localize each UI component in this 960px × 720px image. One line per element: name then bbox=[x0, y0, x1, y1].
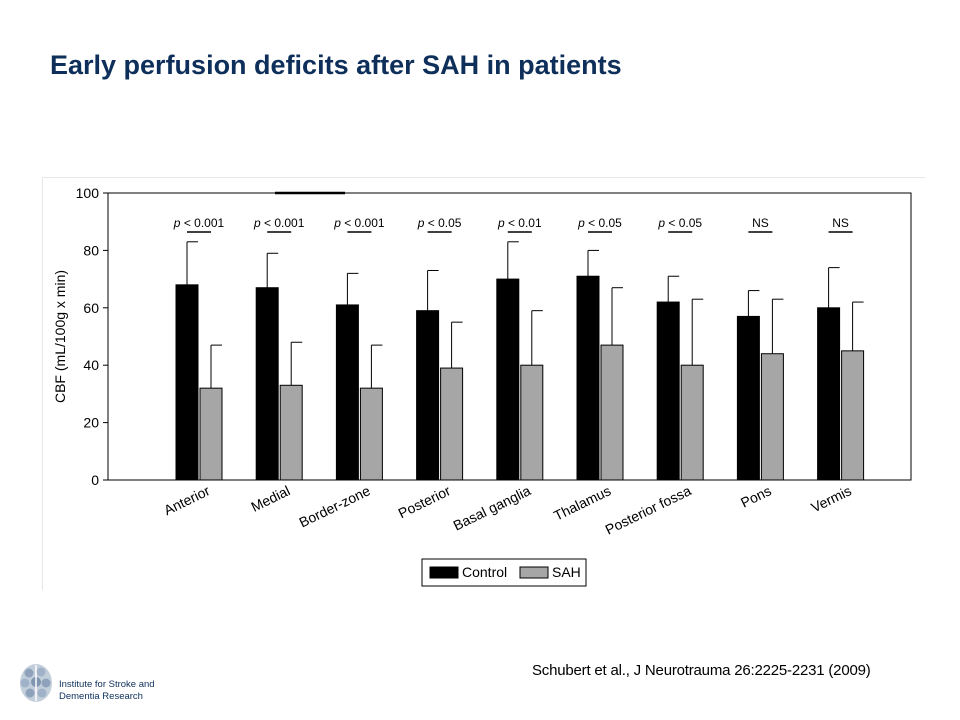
bar-sah bbox=[440, 367, 464, 481]
bar-sah bbox=[359, 387, 383, 481]
bar-control bbox=[255, 287, 279, 481]
bar-control bbox=[817, 307, 841, 481]
significance-label: p < 0.001 bbox=[173, 216, 225, 230]
legend-swatch-control bbox=[429, 566, 459, 579]
bar-control bbox=[496, 278, 520, 481]
y-axis-label: CBF (mL/100g x min) bbox=[52, 270, 68, 403]
bar-control bbox=[656, 301, 680, 481]
x-tick-label: Border-zone bbox=[296, 482, 372, 530]
logo-line-2: Dementia Research bbox=[59, 691, 143, 702]
significance-label: p < 0.001 bbox=[333, 216, 385, 230]
bar-sah bbox=[600, 344, 624, 481]
x-tick-label: Basal ganglia bbox=[451, 482, 534, 533]
y-tick-label: 60 bbox=[83, 300, 99, 316]
bar-sah bbox=[760, 353, 784, 481]
brain-icon bbox=[20, 664, 52, 702]
significance-label: NS bbox=[752, 216, 769, 230]
legend-label-control: Control bbox=[462, 564, 507, 580]
significance-label: p < 0.01 bbox=[497, 216, 542, 230]
chart-frame: 0 20 40 60 80 100 CBF (mL/100g x min) p < 0.001… bbox=[42, 177, 925, 590]
bar-control bbox=[576, 275, 600, 481]
bar-control bbox=[175, 284, 199, 481]
y-tick-label: 80 bbox=[83, 242, 99, 258]
bar-chart: 0 20 40 60 80 100 CBF (mL/100g x min) p < 0.001… bbox=[52, 185, 912, 587]
bar-control bbox=[736, 315, 760, 481]
x-tick-label: Pons bbox=[738, 482, 774, 510]
bar-sah bbox=[520, 364, 544, 481]
y-tick-label: 20 bbox=[83, 415, 99, 431]
institute-logo: Institute for Stroke and Dementia Resear… bbox=[16, 662, 206, 708]
y-tick-label: 40 bbox=[83, 357, 99, 373]
logo-text: Institute for Stroke and Dementia Resear… bbox=[59, 679, 155, 703]
legend-label-sah: SAH bbox=[552, 564, 581, 580]
x-tick-label: Medial bbox=[248, 482, 292, 514]
significance-label: p < 0.05 bbox=[657, 216, 702, 230]
bar-control bbox=[335, 304, 359, 481]
legend-swatch-sah bbox=[519, 566, 549, 579]
x-tick-label: Vermis bbox=[808, 482, 853, 515]
citation: Schubert et al., J Neurotrauma 26:2225-2… bbox=[532, 662, 871, 679]
x-tick-label: Thalamus bbox=[551, 482, 613, 523]
bar-sah bbox=[199, 387, 223, 481]
y-tick-label: 0 bbox=[91, 472, 99, 488]
x-tick-label: Posterior fossa bbox=[603, 482, 694, 537]
significance-label: p < 0.05 bbox=[417, 216, 462, 230]
slide-title: Early perfusion deficits after SAH in pa… bbox=[50, 50, 622, 80]
bar-sah bbox=[279, 384, 303, 481]
significance-label: NS bbox=[832, 216, 849, 230]
significance-label: p < 0.001 bbox=[253, 216, 305, 230]
bar-sah bbox=[680, 364, 704, 481]
logo-line-1: Institute for Stroke and bbox=[59, 679, 155, 690]
significance-label: p < 0.05 bbox=[577, 216, 622, 230]
y-tick-label: 100 bbox=[76, 185, 100, 201]
x-tick-label: Anterior bbox=[161, 482, 212, 518]
x-tick-label: Posterior bbox=[396, 482, 454, 521]
bar-sah bbox=[841, 350, 865, 481]
bar-control bbox=[416, 310, 440, 481]
